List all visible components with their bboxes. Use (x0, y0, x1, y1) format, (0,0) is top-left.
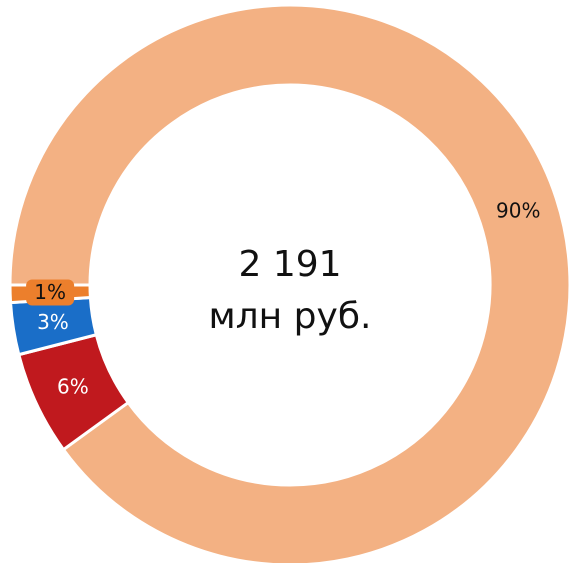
center-unit: млн руб. (209, 296, 372, 337)
data-label: 1% (34, 280, 66, 304)
data-label: 90% (496, 198, 540, 222)
data-label: 3% (37, 310, 69, 334)
donut-slice (8, 3, 570, 563)
data-label: 6% (57, 375, 89, 399)
center-value: 2 191 (238, 244, 341, 285)
label-box (26, 279, 75, 306)
